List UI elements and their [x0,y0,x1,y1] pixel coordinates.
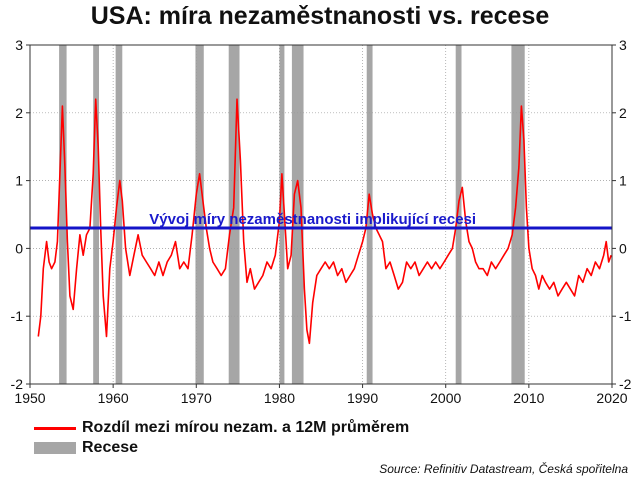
x-tick-label: 1980 [264,390,295,406]
legend-item-series: Rozdíl mezi mírou nezam. a 12M průměrem [34,418,409,438]
axis-labels: 1950 1960 1970 1980 1990 2000 2010 2020-2 -2-1 -1… [11,37,632,406]
plot-frame [29,44,613,385]
y-tick-label-right: -1 [619,308,632,324]
legend-swatch-line [34,426,76,430]
y-tick-label-left: -1 [11,308,24,324]
threshold-layer: Vývoj míry nezaměstnanosti implikující r… [30,211,612,230]
recession-band [291,45,304,384]
y-tick-label-right: -2 [619,376,632,392]
legend-label-series: Rozdíl mezi mírou nezam. a 12M průměrem [82,419,410,436]
y-tick-label-left: 1 [15,173,23,189]
x-tick-label: 2020 [596,390,627,406]
y-tick-label-right: 3 [619,37,627,53]
threshold-label: Vývoj míry nezaměstnanosti implikující r… [149,211,476,228]
chart-title: USA: míra nezaměstnanosti vs. recese [90,2,550,30]
source-note: Source: Refinitiv Datastream, Česká spoř… [379,462,628,476]
y-tick-label-left: 2 [15,105,23,121]
legend-item-recession: Recese [34,438,138,458]
legend-label-recession: Recese [82,439,139,456]
chart-plot: Vývoj míry nezaměstnanosti implikující r… [11,37,632,406]
recession-band [228,45,240,384]
recession-band [366,45,373,384]
y-tick-label-right: 2 [619,105,627,121]
recession-band [279,45,285,384]
y-tick-label-right: 0 [619,240,627,256]
x-tick-label: 1970 [181,390,212,406]
x-tick-label: 2000 [430,390,461,406]
recession-band [511,45,525,384]
recession-bands [59,45,525,384]
x-tick-label: 1960 [98,390,129,406]
legend-swatch-box [34,442,76,454]
recession-band [115,45,123,384]
series-layer [37,98,612,345]
x-tick-label: 1990 [347,390,378,406]
y-tick-label-left: -2 [11,376,24,392]
y-tick-label-right: 1 [619,173,627,189]
grid-lines [30,45,612,384]
recession-band [455,45,462,384]
recession-band [93,45,100,384]
series-line [37,98,612,345]
x-tick-label: 2010 [513,390,544,406]
recession-band [59,45,67,384]
x-tick-label: 1950 [14,390,45,406]
recession-band [195,45,204,384]
y-tick-label-left: 0 [15,240,23,256]
y-tick-label-left: 3 [15,37,23,53]
